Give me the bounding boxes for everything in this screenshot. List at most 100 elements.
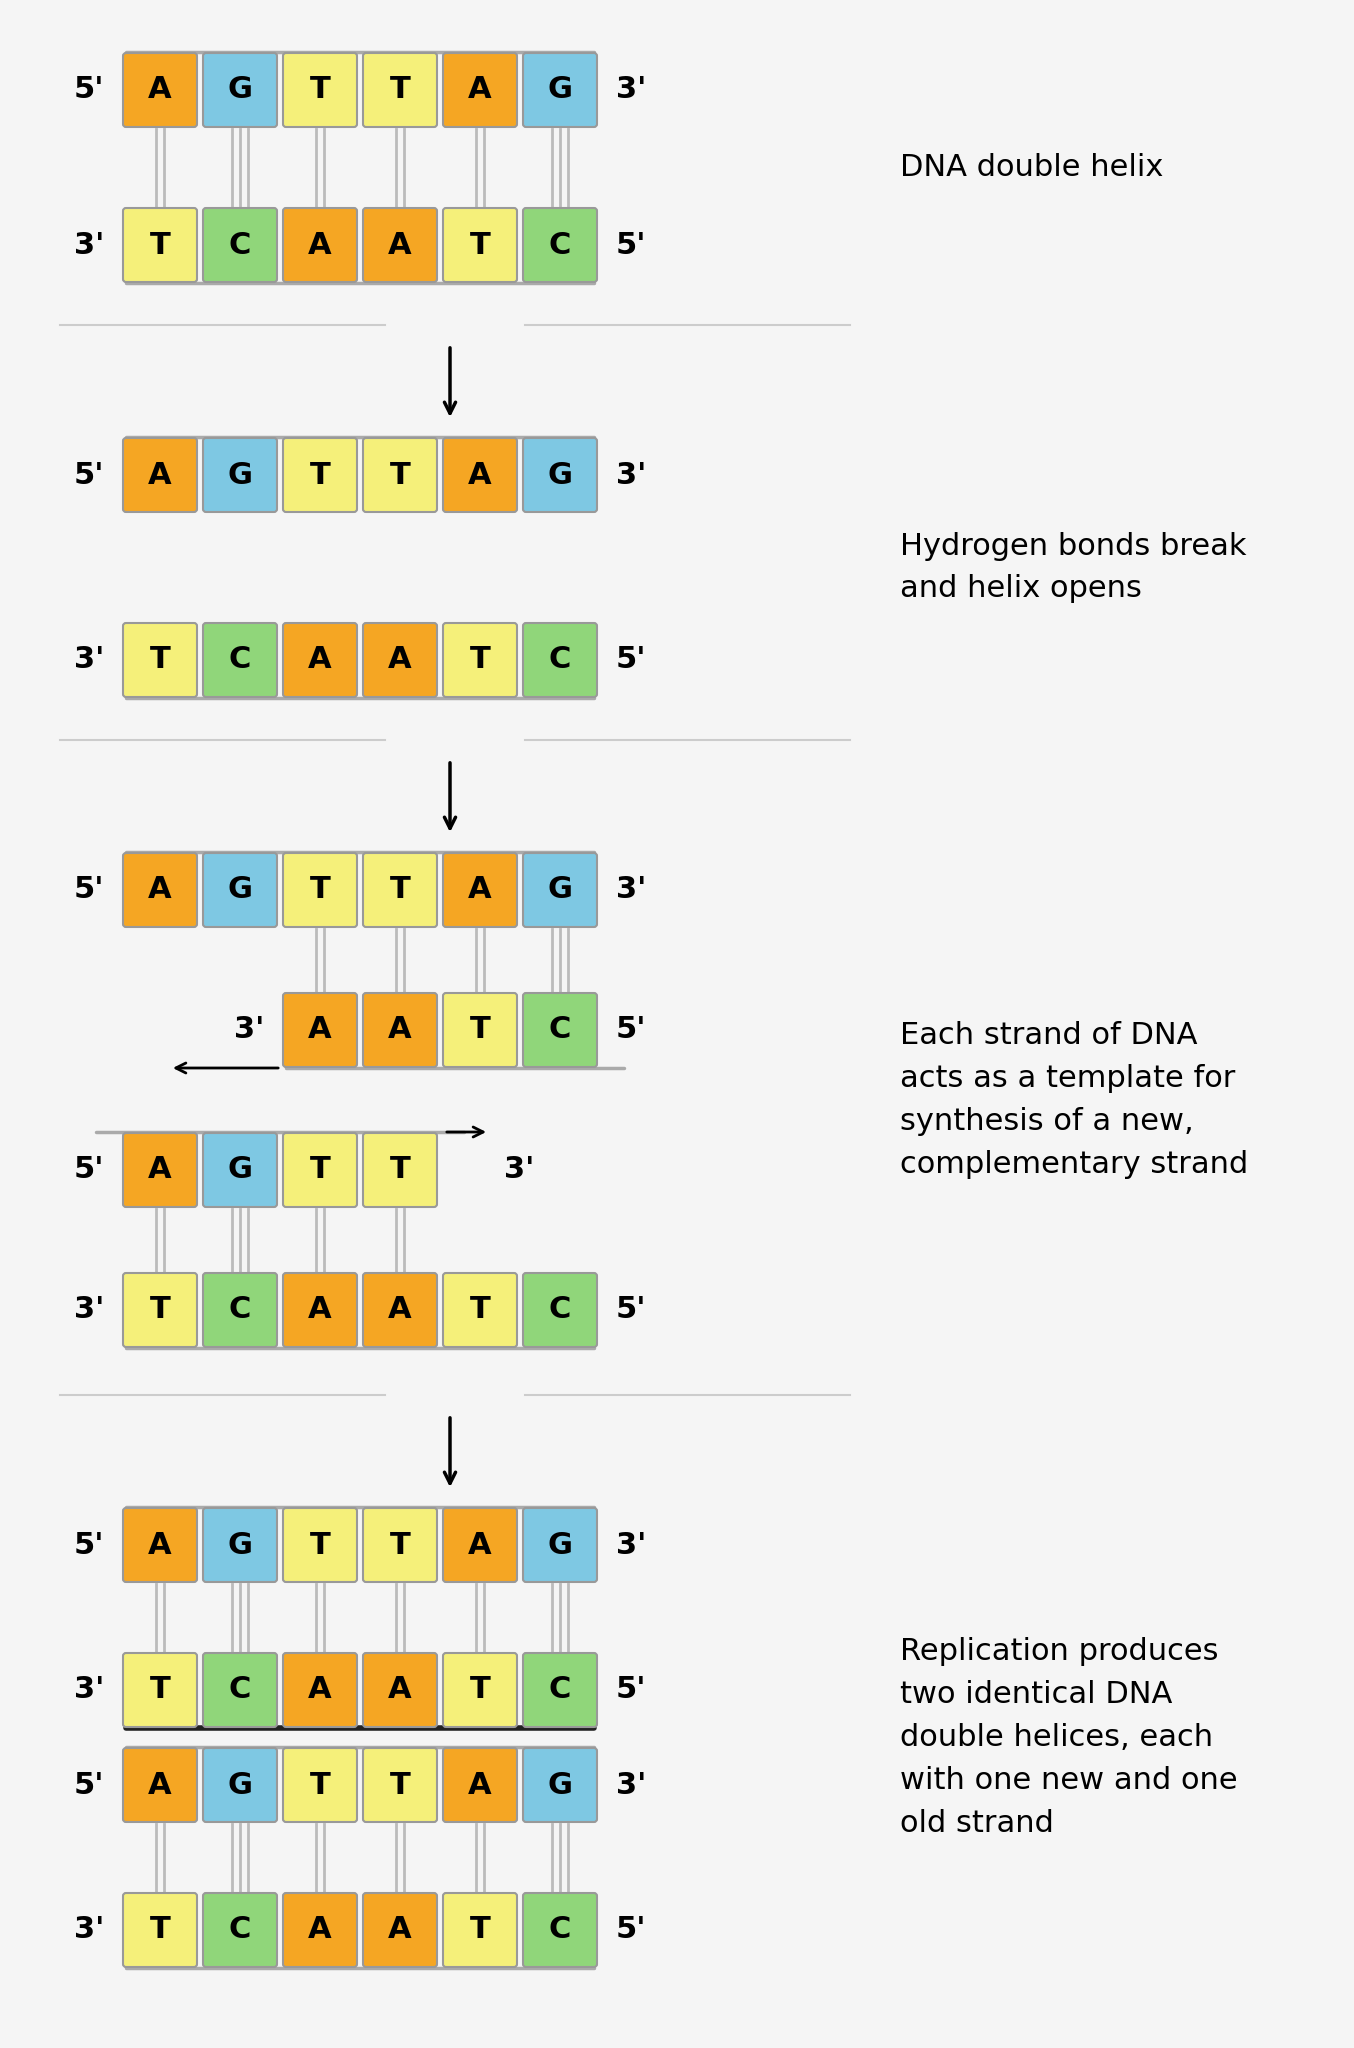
FancyBboxPatch shape [203, 1274, 278, 1348]
Text: G: G [227, 1530, 252, 1559]
FancyBboxPatch shape [203, 1749, 278, 1823]
Text: C: C [229, 1675, 252, 1704]
FancyBboxPatch shape [523, 854, 597, 928]
Text: A: A [389, 645, 412, 674]
Text: T: T [470, 1675, 490, 1704]
FancyBboxPatch shape [123, 1892, 196, 1966]
FancyBboxPatch shape [203, 1892, 278, 1966]
FancyBboxPatch shape [203, 438, 278, 512]
FancyBboxPatch shape [523, 438, 597, 512]
FancyBboxPatch shape [363, 623, 437, 696]
FancyBboxPatch shape [443, 1749, 517, 1823]
FancyBboxPatch shape [443, 1653, 517, 1726]
FancyBboxPatch shape [283, 1749, 357, 1823]
Text: 3': 3' [73, 1296, 104, 1325]
Text: 3': 3' [504, 1155, 535, 1184]
Text: 5': 5' [73, 76, 104, 104]
Text: 5': 5' [616, 1675, 646, 1704]
Text: T: T [310, 874, 330, 905]
FancyBboxPatch shape [443, 1507, 517, 1581]
FancyBboxPatch shape [283, 438, 357, 512]
FancyBboxPatch shape [283, 209, 357, 283]
Text: A: A [389, 1016, 412, 1044]
Text: T: T [310, 1530, 330, 1559]
FancyBboxPatch shape [283, 1274, 357, 1348]
FancyBboxPatch shape [203, 209, 278, 283]
Text: A: A [148, 461, 172, 489]
Text: G: G [547, 1530, 573, 1559]
Text: T: T [470, 1915, 490, 1944]
Text: 3': 3' [616, 76, 646, 104]
FancyBboxPatch shape [283, 1653, 357, 1726]
Text: 3': 3' [616, 874, 646, 905]
FancyBboxPatch shape [363, 1653, 437, 1726]
Text: C: C [548, 231, 571, 260]
FancyBboxPatch shape [123, 53, 196, 127]
Text: T: T [390, 1772, 410, 1800]
FancyBboxPatch shape [283, 993, 357, 1067]
Text: C: C [548, 645, 571, 674]
Text: A: A [309, 1296, 332, 1325]
FancyBboxPatch shape [283, 1892, 357, 1966]
Text: 5': 5' [616, 1915, 646, 1944]
Text: G: G [547, 76, 573, 104]
FancyBboxPatch shape [443, 1892, 517, 1966]
Text: A: A [468, 874, 492, 905]
Text: A: A [309, 1016, 332, 1044]
Text: A: A [148, 874, 172, 905]
Text: T: T [390, 874, 410, 905]
Text: 5': 5' [616, 231, 646, 260]
FancyBboxPatch shape [363, 1749, 437, 1823]
FancyBboxPatch shape [363, 993, 437, 1067]
FancyBboxPatch shape [443, 993, 517, 1067]
FancyBboxPatch shape [363, 53, 437, 127]
Text: G: G [547, 1772, 573, 1800]
Text: T: T [310, 76, 330, 104]
FancyBboxPatch shape [523, 53, 597, 127]
FancyBboxPatch shape [523, 1749, 597, 1823]
FancyBboxPatch shape [203, 1133, 278, 1206]
Text: DNA double helix: DNA double helix [900, 154, 1163, 182]
Text: A: A [389, 231, 412, 260]
Text: A: A [468, 461, 492, 489]
Text: T: T [150, 231, 171, 260]
Text: T: T [470, 1296, 490, 1325]
Text: T: T [310, 461, 330, 489]
FancyBboxPatch shape [523, 209, 597, 283]
Text: 5': 5' [73, 461, 104, 489]
Text: A: A [148, 76, 172, 104]
Text: A: A [389, 1675, 412, 1704]
Text: C: C [229, 231, 252, 260]
FancyBboxPatch shape [123, 854, 196, 928]
FancyBboxPatch shape [523, 993, 597, 1067]
Text: 3': 3' [234, 1016, 264, 1044]
Text: G: G [227, 874, 252, 905]
FancyBboxPatch shape [523, 1274, 597, 1348]
FancyBboxPatch shape [523, 1892, 597, 1966]
Text: Hydrogen bonds break
and helix opens: Hydrogen bonds break and helix opens [900, 532, 1247, 604]
FancyBboxPatch shape [363, 209, 437, 283]
Text: 5': 5' [73, 1155, 104, 1184]
Text: T: T [390, 1155, 410, 1184]
FancyBboxPatch shape [123, 1653, 196, 1726]
FancyBboxPatch shape [443, 53, 517, 127]
Text: A: A [309, 1675, 332, 1704]
Text: T: T [150, 1915, 171, 1944]
Text: T: T [310, 1155, 330, 1184]
Text: A: A [309, 1915, 332, 1944]
Text: 3': 3' [73, 231, 104, 260]
Text: 5': 5' [616, 1016, 646, 1044]
FancyBboxPatch shape [443, 623, 517, 696]
Text: T: T [150, 1675, 171, 1704]
FancyBboxPatch shape [283, 854, 357, 928]
Text: C: C [229, 1296, 252, 1325]
Text: C: C [548, 1296, 571, 1325]
FancyBboxPatch shape [123, 209, 196, 283]
FancyBboxPatch shape [443, 209, 517, 283]
FancyBboxPatch shape [363, 1274, 437, 1348]
FancyBboxPatch shape [123, 1507, 196, 1581]
FancyBboxPatch shape [283, 1133, 357, 1206]
Text: T: T [390, 1530, 410, 1559]
Text: A: A [309, 645, 332, 674]
Text: T: T [470, 1016, 490, 1044]
